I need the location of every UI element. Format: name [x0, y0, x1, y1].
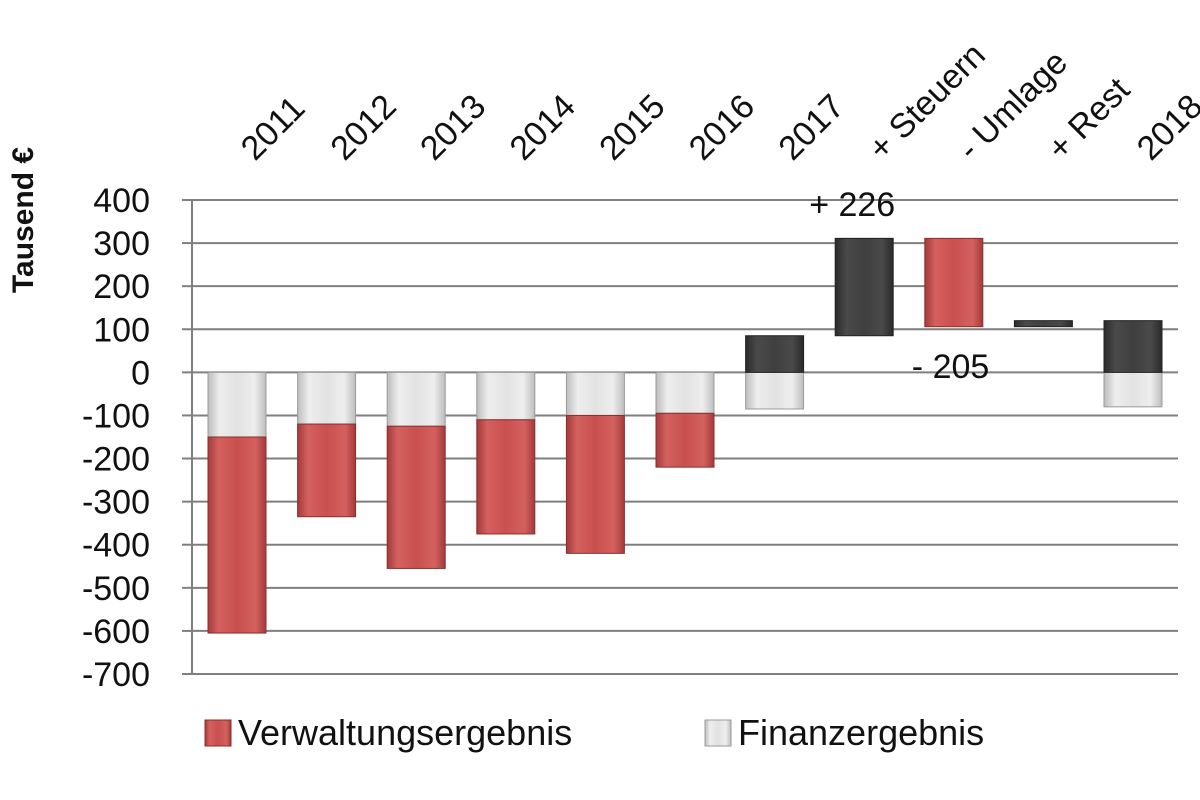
data-annotation: + 226 [809, 186, 895, 224]
bar-finanzergebnis [476, 371, 536, 421]
y-axis: 400 300 200 100 0 -100 -200 -300 -400 -500 -600 -70… [82, 182, 193, 694]
bar-waterfall-step [924, 237, 984, 328]
legend-swatch [704, 719, 732, 747]
bar-finanzergebnis [386, 371, 446, 427]
y-tick-label: 200 [93, 268, 150, 306]
x-category-label: 2018 [1130, 87, 1200, 167]
bar-finanzergebnis [207, 371, 267, 438]
x-category-label: 2015 [592, 87, 672, 167]
bar-verwaltungsergebnis [476, 419, 536, 535]
bar-waterfall-step [834, 237, 894, 337]
legend-label: Verwaltungsergebnis [238, 712, 572, 753]
bar-finanzergebnis [745, 371, 805, 410]
y-tick-label: -100 [82, 397, 150, 435]
y-tick-label: 300 [93, 225, 150, 263]
y-tick-label: -300 [82, 484, 150, 522]
x-category-label: 2016 [682, 87, 762, 167]
bar-finanzergebnis [565, 371, 625, 416]
x-category-label: 2017 [771, 87, 851, 167]
y-axis-title: Tausend € [7, 147, 40, 293]
x-category-label: 2014 [503, 87, 583, 167]
legend-swatch [204, 719, 232, 747]
bar-finanzergebnis [297, 371, 357, 425]
bar-verwaltungsergebnis [207, 436, 267, 634]
bar-finanzergebnis [1103, 371, 1163, 408]
x-category-label: 2013 [413, 87, 493, 167]
y-tick-label: 400 [93, 182, 150, 220]
y-tick-label: -500 [82, 570, 150, 608]
x-axis-labels: 2011 2012 2013 2014 2015 2016 2017 + Steuern- U… [234, 36, 1200, 168]
y-tick-label: -700 [82, 656, 150, 694]
x-category-label: 2011 [234, 89, 313, 168]
data-annotation: - 205 [912, 348, 990, 386]
bars [207, 237, 1163, 634]
bar-verwaltungsergebnis [386, 425, 446, 569]
annotations: + 226 - 205 [809, 186, 989, 386]
y-tick-label: 100 [93, 311, 150, 349]
bar-verwaltungsergebnis [655, 412, 715, 468]
y-tick-label: -600 [82, 613, 150, 651]
y-tick-label: -200 [82, 441, 150, 479]
bar-verwaltungsergebnis [565, 414, 625, 554]
bar-verwaltungsergebnis [297, 423, 357, 518]
bar-verwaltungsergebnis [1103, 320, 1163, 373]
y-tick-label: 0 [131, 354, 150, 392]
legend: Verwaltungsergebnis Finanzergebnis [204, 712, 984, 753]
x-category-label: 2012 [323, 87, 403, 167]
bar-waterfall-step [1013, 320, 1073, 328]
bar-finanzergebnis [655, 371, 715, 414]
legend-label: Finanzergebnis [738, 712, 984, 753]
bar-verwaltungsergebnis [745, 335, 805, 373]
y-tick-label: -400 [82, 527, 150, 565]
